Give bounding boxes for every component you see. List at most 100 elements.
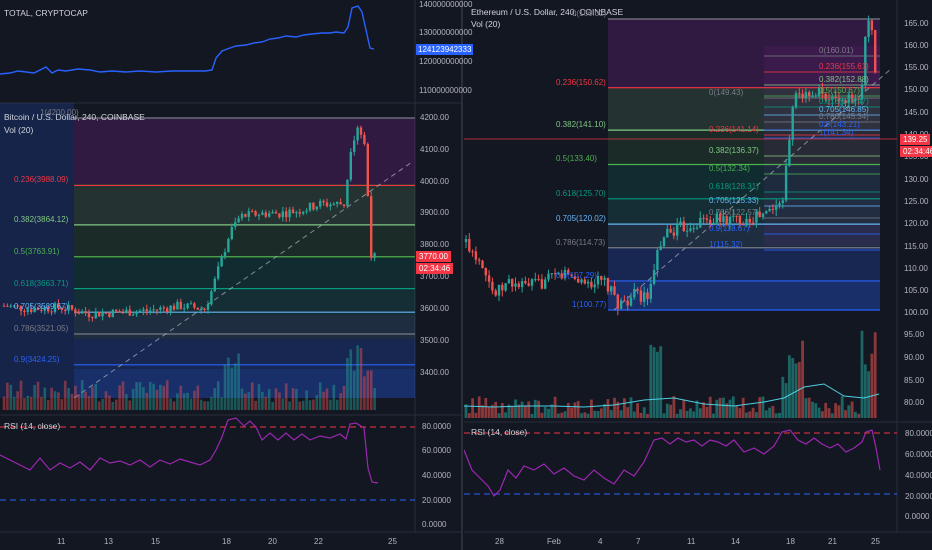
eth-volume-bar [817, 407, 821, 418]
eth-volume-bar [629, 397, 633, 418]
right-chart-pane[interactable]: Ethereum / U.S. Dollar, 240, COINBASE Vo… [464, 0, 932, 550]
eth-volume-bar [619, 410, 623, 418]
btc-candle-body [227, 239, 230, 252]
btc-ytick: 3700.00 [420, 272, 449, 282]
eth-volume-bar [659, 346, 663, 418]
btc-candle-body [60, 307, 63, 310]
btc-volume-bar [70, 394, 74, 410]
eth-candle-body [643, 292, 646, 302]
eth-candle-body [854, 98, 857, 102]
btc-rsi-label: RSI (14, close) [4, 421, 61, 431]
btc-candle-body [13, 305, 16, 307]
eth-candle-body [524, 281, 527, 284]
btc-candle-body [268, 213, 271, 217]
eth-volume-bar [576, 400, 580, 418]
btc-volume-bar [121, 381, 125, 410]
btc-volume-bar [155, 389, 159, 410]
eth-candle-body [837, 98, 841, 101]
btc-volume-bar [33, 384, 36, 410]
eth-volume-bar [467, 413, 471, 418]
btc-volume-bar [186, 392, 189, 410]
left-chart-pane[interactable]: TOTAL, CRYPTOCAP Bitcoin / U.S. Dollar, … [0, 0, 474, 550]
btc-candle-body [91, 317, 94, 319]
eth-volume-bar [474, 412, 478, 418]
btc-candle-body [16, 305, 19, 307]
eth-fib-label: 0.382(141.10) [556, 120, 606, 130]
btc-candle-body [152, 309, 155, 311]
btc-volume-bar [36, 381, 40, 410]
btc-candle-body [186, 303, 189, 309]
btc-price-tag: 3770.00 [416, 251, 451, 262]
btc-candle-body [26, 309, 29, 312]
eth-candle-body [817, 87, 821, 96]
btc-volume-bar [87, 396, 91, 410]
btc-candle-body [305, 210, 308, 212]
eth-volume-bar [764, 410, 768, 418]
eth-candle-body [613, 286, 616, 295]
eth-candle-body [738, 216, 742, 225]
btc-volume-bar [325, 388, 329, 410]
eth-candle-body [705, 218, 709, 220]
btc-volume-bar [159, 384, 162, 410]
btc-volume-bar [2, 396, 6, 410]
eth-candle-body [639, 290, 643, 302]
btc-candle-body [142, 309, 145, 311]
btc-volume-bar [267, 389, 271, 410]
btc-candle-body [128, 309, 131, 316]
eth-price-tag: 139.25 [900, 134, 931, 145]
eth-volume-bar [613, 397, 616, 418]
btc-volume-bar [97, 401, 101, 410]
eth-volume-bar [781, 376, 785, 418]
eth-candle-body [481, 260, 484, 269]
total-price-tag: 124123942333 [416, 44, 474, 55]
eth-candle-body [649, 283, 652, 300]
btc-candle-body [230, 226, 233, 240]
btc-ytick: 3800.00 [420, 240, 449, 250]
btc-candle-body [332, 203, 335, 205]
eth-volume-bar [840, 396, 844, 418]
eth-fib-label: 0(166.02) [572, 9, 607, 18]
eth-volume-bar [510, 406, 514, 418]
eth-volume-bar [540, 412, 544, 418]
eth-candle-body [758, 211, 761, 218]
eth-candle-body [577, 278, 580, 283]
btc-ytick: 4100.00 [420, 144, 449, 154]
btc-volume-bar [152, 383, 155, 410]
eth-volume-bar [487, 406, 491, 418]
btc-rsi-line [0, 417, 379, 484]
eth-volume-bar [583, 412, 587, 418]
btc-volume-bar [278, 392, 281, 410]
eth-candle-body [864, 36, 867, 86]
btc-volume-bar [346, 358, 349, 410]
btc-candle-body [349, 151, 352, 180]
eth-candle-body [804, 92, 808, 99]
eth-candle-body [484, 268, 487, 276]
btc-volume-bar [135, 382, 138, 410]
eth-candle-body [709, 219, 712, 224]
eth-volume-bar [731, 396, 735, 418]
btc-volume-bar [227, 357, 230, 410]
btc-candle-body [57, 303, 60, 308]
xtick: 25 [388, 537, 397, 546]
eth-candle-body [712, 222, 715, 224]
eth-volume-bar [821, 411, 824, 418]
eth-volume-bar [788, 355, 791, 418]
btc-candle-body [33, 308, 36, 312]
btc-volume-bar [359, 348, 363, 410]
rsi-ytick: 80.0000 [905, 429, 932, 438]
btc-volume-bar [271, 401, 274, 410]
eth-volume-bar [761, 396, 765, 418]
eth-candle-body [593, 284, 596, 288]
right-chart-svg [464, 0, 932, 533]
btc-volume-bar [301, 400, 305, 410]
eth-candle-body [540, 279, 544, 289]
eth-candle-body [669, 229, 672, 233]
btc-volume-bar [288, 401, 291, 410]
eth-volume-bar [494, 401, 498, 418]
btc-candle-body [359, 127, 363, 135]
btc-candle-body [74, 309, 77, 314]
eth-rsi-line [464, 429, 881, 497]
btc-candle-body [84, 311, 87, 314]
btc-candle-body [278, 213, 281, 218]
eth-candle-body [580, 279, 583, 283]
